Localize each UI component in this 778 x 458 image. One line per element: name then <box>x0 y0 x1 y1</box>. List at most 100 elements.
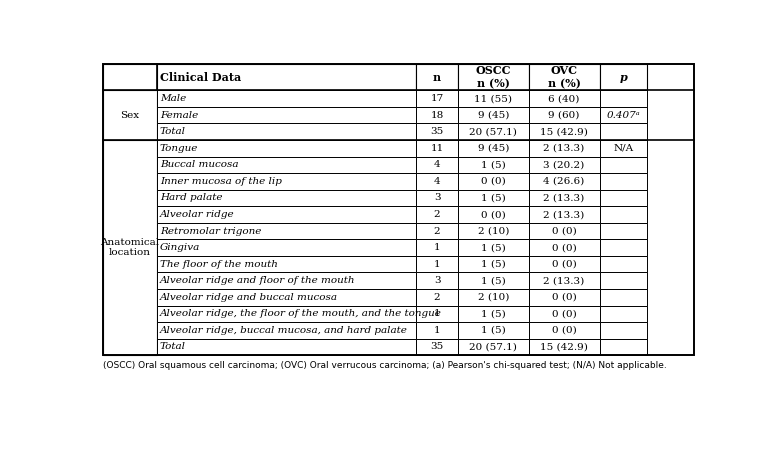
Bar <box>528 173 600 190</box>
Text: Buccal mucosa: Buccal mucosa <box>159 160 238 169</box>
Bar <box>600 90 647 107</box>
Text: OSCC
n (%): OSCC n (%) <box>475 65 511 89</box>
Bar <box>528 322 600 339</box>
Text: 4: 4 <box>434 160 440 169</box>
Text: 2 (13.3): 2 (13.3) <box>544 276 585 285</box>
Text: N/A: N/A <box>613 144 633 153</box>
Bar <box>156 157 416 173</box>
Bar <box>416 64 457 90</box>
Text: 2: 2 <box>434 293 440 302</box>
Text: 4 (26.6): 4 (26.6) <box>544 177 585 186</box>
Text: 0 (0): 0 (0) <box>552 309 576 318</box>
Bar <box>457 289 528 305</box>
Text: 1 (5): 1 (5) <box>481 243 506 252</box>
Bar <box>457 107 528 124</box>
Text: 3: 3 <box>434 193 440 202</box>
Bar <box>416 223 457 240</box>
Text: 2 (13.3): 2 (13.3) <box>544 193 585 202</box>
Bar <box>457 124 528 140</box>
Text: 0 (0): 0 (0) <box>552 260 576 269</box>
Bar <box>528 223 600 240</box>
Text: Female: Female <box>159 111 198 120</box>
Text: Male: Male <box>159 94 186 103</box>
Text: Retromolar trigone: Retromolar trigone <box>159 227 261 235</box>
Text: 1: 1 <box>434 309 440 318</box>
Bar <box>457 140 528 157</box>
Bar <box>528 124 600 140</box>
Bar <box>156 90 416 107</box>
Text: Tongue: Tongue <box>159 144 198 153</box>
Text: Total: Total <box>159 127 186 136</box>
Text: 1: 1 <box>434 243 440 252</box>
Text: 0.407ᵃ: 0.407ᵃ <box>606 111 640 120</box>
Bar <box>600 124 647 140</box>
Text: 0 (0): 0 (0) <box>481 210 506 219</box>
Bar <box>416 339 457 355</box>
Text: 0 (0): 0 (0) <box>552 293 576 302</box>
Bar <box>416 305 457 322</box>
Text: 0 (0): 0 (0) <box>552 227 576 235</box>
Bar <box>457 90 528 107</box>
Bar <box>457 305 528 322</box>
Bar <box>416 173 457 190</box>
Bar <box>528 140 600 157</box>
Bar <box>600 107 647 124</box>
Text: 1: 1 <box>434 260 440 269</box>
Bar <box>457 240 528 256</box>
Text: 15 (42.9): 15 (42.9) <box>540 127 588 136</box>
Text: 1 (5): 1 (5) <box>481 326 506 335</box>
Text: Hard palate: Hard palate <box>159 193 223 202</box>
Text: 2: 2 <box>434 210 440 219</box>
Text: 3 (20.2): 3 (20.2) <box>544 160 585 169</box>
Bar <box>457 190 528 206</box>
Text: 2: 2 <box>434 227 440 235</box>
Bar <box>600 289 647 305</box>
Bar <box>416 206 457 223</box>
Bar <box>156 305 416 322</box>
Bar <box>457 273 528 289</box>
Text: OVC
n (%): OVC n (%) <box>548 65 580 89</box>
Bar <box>457 223 528 240</box>
Text: (OSCC) Oral squamous cell carcinoma; (OVC) Oral verrucous carcinoma; (a) Pearson: (OSCC) Oral squamous cell carcinoma; (OV… <box>103 361 668 371</box>
Text: 1: 1 <box>434 326 440 335</box>
Bar <box>600 206 647 223</box>
Text: 0 (0): 0 (0) <box>552 326 576 335</box>
Text: 17: 17 <box>430 94 443 103</box>
Bar <box>600 140 647 157</box>
Bar <box>528 90 600 107</box>
Bar <box>156 273 416 289</box>
Text: 1 (5): 1 (5) <box>481 276 506 285</box>
Bar <box>156 240 416 256</box>
Text: Inner mucosa of the lip: Inner mucosa of the lip <box>159 177 282 186</box>
Bar <box>156 289 416 305</box>
Bar <box>528 64 600 90</box>
Bar <box>416 90 457 107</box>
Bar <box>103 64 694 355</box>
Bar <box>416 240 457 256</box>
Text: 1 (5): 1 (5) <box>481 309 506 318</box>
Text: 20 (57.1): 20 (57.1) <box>469 343 517 351</box>
Bar <box>416 124 457 140</box>
Text: Total: Total <box>159 343 186 351</box>
Bar <box>528 273 600 289</box>
Text: 35: 35 <box>430 127 443 136</box>
Text: 15 (42.9): 15 (42.9) <box>540 343 588 351</box>
Bar <box>156 339 416 355</box>
Bar <box>528 240 600 256</box>
Bar <box>416 157 457 173</box>
Bar <box>600 223 647 240</box>
Text: 18: 18 <box>430 111 443 120</box>
Bar <box>156 190 416 206</box>
Text: The floor of the mouth: The floor of the mouth <box>159 260 278 269</box>
Text: 2 (10): 2 (10) <box>478 227 509 235</box>
Bar <box>457 157 528 173</box>
Text: p: p <box>619 72 627 83</box>
Bar <box>600 339 647 355</box>
Bar <box>457 322 528 339</box>
Text: Alveolar ridge: Alveolar ridge <box>159 210 234 219</box>
Bar <box>528 339 600 355</box>
Bar <box>416 256 457 273</box>
Text: Anatomical
location: Anatomical location <box>100 238 159 257</box>
Bar <box>156 322 416 339</box>
Text: 1 (5): 1 (5) <box>481 160 506 169</box>
